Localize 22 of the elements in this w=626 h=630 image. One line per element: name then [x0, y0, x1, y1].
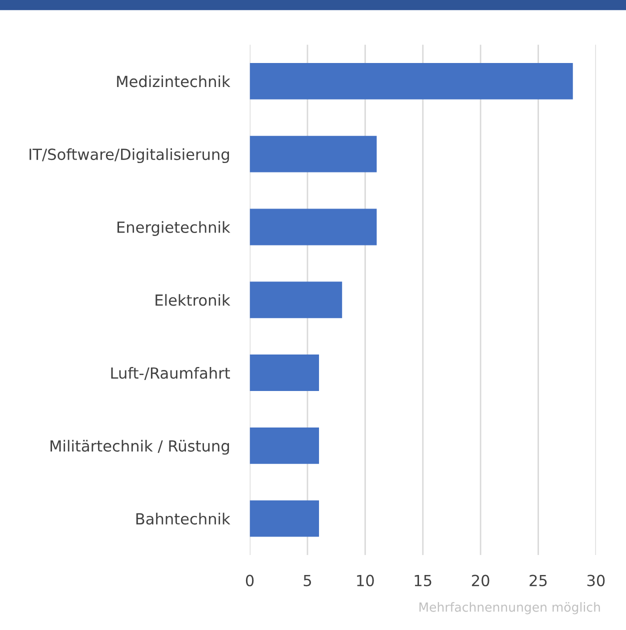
y-tick-label: Bahntechnik	[136, 512, 230, 525]
bar	[250, 282, 342, 318]
x-tick-label: 20	[472, 574, 490, 586]
bar	[250, 500, 320, 537]
text: Mehrfachnennungen möglich	[419, 602, 600, 614]
bar	[250, 62, 573, 100]
bar	[250, 136, 377, 172]
x-tick-label: 15	[414, 574, 432, 586]
x-tick-label: 0	[246, 574, 254, 586]
bar	[250, 354, 320, 392]
bar	[250, 427, 320, 464]
x-tick-label: 5	[304, 574, 311, 586]
x-tick-label: 25	[530, 574, 547, 586]
y-tick-label: Energietechnik	[117, 221, 230, 236]
y-tick-label: Luft-/Raumfahrt	[111, 366, 230, 380]
x-tick-label: 10	[357, 574, 374, 586]
y-tick-label: Medizintechnik	[117, 75, 230, 88]
y-tick-label: IT/Software/Digitalisierung	[30, 148, 229, 164]
y-tick-label: Militärtechnik / Rüstung	[50, 440, 229, 455]
bar	[250, 208, 377, 246]
x-tick-label: 30	[587, 574, 605, 586]
y-tick-label: Elektronik	[156, 294, 230, 306]
